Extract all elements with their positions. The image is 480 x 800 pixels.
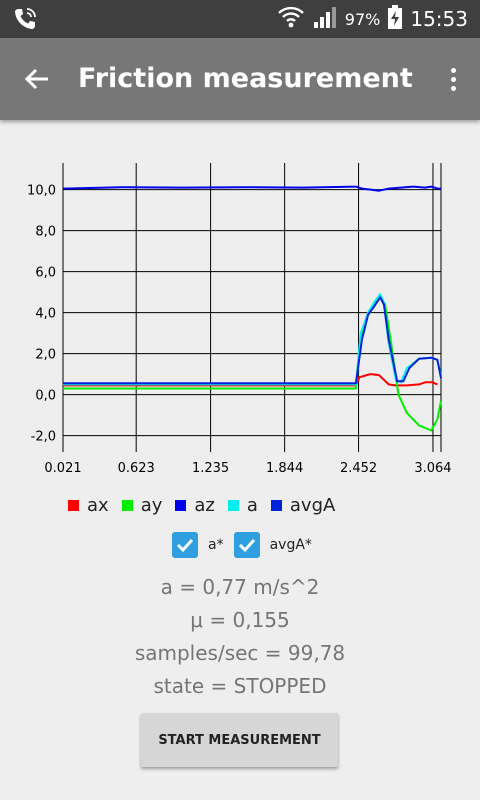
- y-tick-label-3: 4,0: [35, 307, 56, 322]
- wifi-icon: [277, 5, 305, 33]
- series-line-ax: [63, 373, 438, 387]
- legend-swatch: [227, 500, 239, 511]
- y-tick-label-6: 10,0: [27, 184, 56, 199]
- state-readout: state = STOPPED: [153, 674, 327, 698]
- x-tick-label-4: 2.452: [340, 461, 377, 476]
- y-tick-label-0: -2,0: [31, 430, 56, 445]
- checkbox-a-star[interactable]: a*: [172, 532, 224, 558]
- series-line-az: [62, 185, 441, 192]
- more-vert-icon-dot: [450, 85, 456, 91]
- back-button[interactable]: [20, 63, 54, 95]
- x-tick-label-2: 1.235: [192, 461, 229, 476]
- clock: 15:53: [410, 7, 468, 31]
- legend-label: ax: [87, 495, 109, 516]
- checkbox-label: avgA*: [269, 537, 312, 553]
- arrow-back-icon: [24, 68, 48, 90]
- series-line-avgA: [63, 296, 442, 385]
- page-title: Friction measurement: [78, 63, 413, 94]
- acceleration-chart: 0.021 0.623 1.235 1.844 2.452 3.064 -2,0 0,0 2,…: [27, 163, 452, 476]
- legend-item-ax: ax: [68, 495, 109, 516]
- y-tick-label-4: 6,0: [35, 266, 56, 281]
- chart-legend: ax ay az a avgA: [68, 495, 348, 516]
- legend-swatch: [121, 500, 133, 511]
- status-bar: 97% 15:53: [0, 0, 480, 38]
- signal-icon: [313, 5, 337, 33]
- more-vert-icon-dot: [450, 76, 456, 82]
- series-line-ay: [63, 295, 442, 432]
- x-tick-label-5: 3.064: [414, 461, 451, 476]
- battery-charging-icon: [388, 5, 403, 33]
- legend-label: ay: [140, 495, 163, 516]
- friction-coefficient-readout: μ = 0,155: [190, 608, 290, 632]
- x-tick-label-0: 0.021: [44, 461, 81, 476]
- y-tick-label-1: 0,0: [35, 389, 56, 404]
- series-toggle-group: a* avgA*: [172, 532, 322, 558]
- overflow-menu-button[interactable]: [446, 63, 460, 95]
- legend-swatch: [270, 500, 282, 511]
- legend-item-az: az: [175, 495, 215, 516]
- chart-x-tick-labels: 0.021 0.623 1.235 1.844 2.452 3.064: [44, 461, 451, 476]
- chart-series-layer: [62, 185, 442, 432]
- legend-swatch: [175, 500, 187, 511]
- chart-y-tick-labels: -2,0 0,0 2,0 4,0 6,0 8,0 10,0: [27, 184, 56, 445]
- checkbox-avga-star[interactable]: avgA*: [233, 532, 312, 558]
- legend-item-avgA: avgA: [270, 495, 336, 516]
- more-vert-icon-dot: [450, 67, 456, 73]
- legend-item-ay: ay: [121, 495, 163, 516]
- legend-label: a: [246, 495, 258, 516]
- legend-label: az: [194, 495, 215, 516]
- x-tick-label-3: 1.844: [266, 461, 303, 476]
- phone-call-icon: [12, 6, 38, 36]
- legend-swatch: [68, 500, 79, 511]
- sample-rate-readout: samples/sec = 99,78: [134, 641, 346, 665]
- chart-grid-horizontal: [63, 189, 441, 437]
- y-tick-label-5: 8,0: [35, 225, 56, 240]
- checkmark-icon: [233, 532, 260, 558]
- legend-item-a: a: [227, 495, 258, 516]
- acceleration-readout: a = 0,77 m/s^2: [160, 575, 320, 599]
- app-bar: Friction measurement: [0, 38, 480, 120]
- y-tick-label-2: 2,0: [35, 348, 56, 363]
- x-tick-label-1: 0.623: [118, 461, 155, 476]
- start-measurement-button[interactable]: START MEASUREMENT: [141, 713, 338, 767]
- checkbox-label: a*: [208, 537, 224, 553]
- legend-label: avgA: [289, 495, 336, 516]
- battery-percent: 97%: [344, 9, 381, 29]
- checkmark-icon: [172, 532, 198, 558]
